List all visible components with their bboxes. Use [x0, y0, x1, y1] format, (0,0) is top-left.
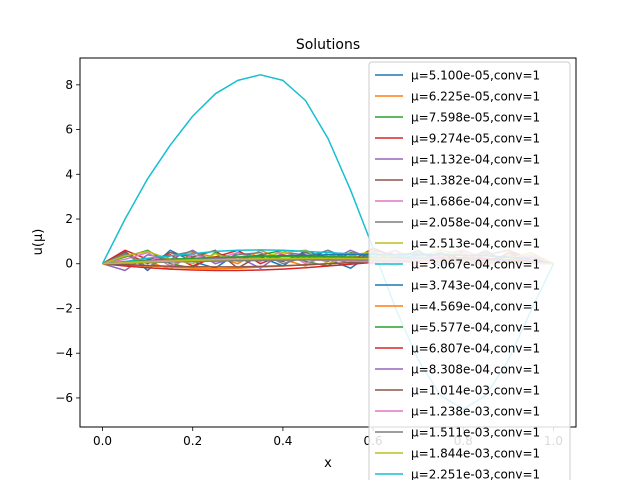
legend-entry-label: μ=2.058e-04,conv=1 — [411, 216, 540, 230]
legend-entry-label: μ=2.513e-04,conv=1 — [411, 237, 540, 251]
legend-entry-label: μ=9.274e-05,conv=1 — [411, 132, 540, 146]
legend-entry-label: μ=5.100e-05,conv=1 — [411, 69, 540, 83]
legend-entry-label: μ=3.067e-04,conv=1 — [411, 258, 540, 272]
plot-frame — [79, 57, 577, 428]
y-tick-label: 0 — [65, 257, 73, 271]
chart-title: Solutions — [296, 37, 360, 53]
y-tick-label: −6 — [55, 391, 73, 405]
y-axis-ticks: −6 −4 −2 0 2 4 6 8 — [55, 78, 80, 405]
x-axis-label: x — [324, 456, 332, 471]
y-tick-label: −4 — [55, 346, 73, 360]
legend-entry-label: μ=7.598e-05,conv=1 — [411, 111, 540, 125]
y-tick-label: −2 — [55, 301, 73, 315]
x-tick-label: 0.4 — [273, 434, 292, 448]
legend-entry-label: μ=2.251e-03,conv=1 — [411, 468, 540, 480]
legend-entry-label: μ=1.511e-03,conv=1 — [411, 426, 540, 440]
y-tick-label: 8 — [65, 78, 73, 92]
legend-entry-label: μ=1.686e-04,conv=1 — [411, 195, 540, 209]
legend-entry-label: μ=8.308e-04,conv=1 — [411, 363, 540, 377]
legend-entry-label: μ=1.844e-03,conv=1 — [411, 447, 540, 461]
legend-entry-label: μ=5.577e-04,conv=1 — [411, 321, 540, 335]
y-axis-label: u(μ) — [31, 229, 46, 256]
legend-entry-label: μ=3.743e-04,conv=1 — [411, 279, 540, 293]
y-tick-label: 4 — [65, 167, 73, 181]
x-tick-label: 0.2 — [183, 434, 202, 448]
legend-entry-label: μ=1.132e-04,conv=1 — [411, 153, 540, 167]
legend-entry-label: μ=4.569e-04,conv=1 — [411, 300, 540, 314]
legend-entry-label: μ=1.238e-03,conv=1 — [411, 405, 540, 419]
legend: μ=5.100e-05,conv=1 μ=6.225e-05,conv=1 μ=7.… — [368, 61, 571, 480]
legend-entry-label: μ=6.807e-04,conv=1 — [411, 342, 540, 356]
y-tick-label: 6 — [65, 123, 73, 137]
legend-box — [368, 61, 571, 480]
legend-entry-label: μ=1.014e-03,conv=1 — [411, 384, 540, 398]
x-tick-label: 0.0 — [93, 434, 112, 448]
legend-entry-label: μ=1.382e-04,conv=1 — [411, 174, 540, 188]
y-tick-label: 2 — [65, 212, 73, 226]
legend-entry-label: μ=6.225e-05,conv=1 — [411, 90, 540, 104]
